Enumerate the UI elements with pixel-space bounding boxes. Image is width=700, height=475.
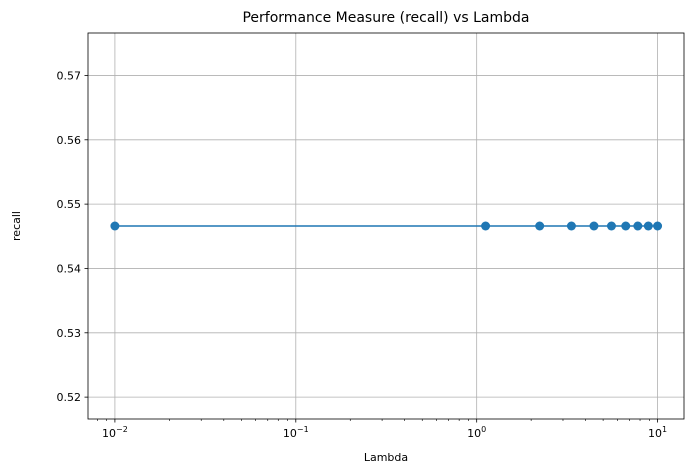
- chart-title: Performance Measure (recall) vs Lambda: [242, 10, 529, 26]
- y-tick-label: 0.57: [57, 69, 82, 82]
- y-tick-label: 0.55: [57, 198, 82, 211]
- y-tick-label: 0.56: [57, 134, 82, 147]
- grid: [88, 33, 684, 419]
- plot-frame: [87, 32, 685, 420]
- y-tick-label: 0.53: [57, 327, 82, 340]
- data-point: [566, 221, 576, 231]
- data-point: [643, 221, 653, 231]
- data-point: [633, 221, 643, 231]
- data-point: [606, 221, 616, 231]
- x-tick-label: 10−2: [102, 425, 128, 440]
- x-axis-label: Lambda: [364, 451, 408, 464]
- data-point: [535, 221, 545, 231]
- series-layer: [110, 221, 663, 231]
- data-point: [589, 221, 599, 231]
- y-tick-label: 0.54: [57, 262, 82, 275]
- x-tick-label: 101: [648, 425, 667, 440]
- data-point: [621, 221, 631, 231]
- data-point: [653, 221, 663, 231]
- y-tick-label: 0.52: [57, 391, 82, 404]
- data-point: [110, 221, 120, 231]
- x-tick-label: 10−1: [283, 425, 309, 440]
- data-point: [481, 221, 491, 231]
- y-axis-label: recall: [10, 211, 23, 241]
- x-axis-ticks: 10−2 10−1 100 101: [97, 419, 667, 440]
- x-tick-label: 100: [467, 425, 486, 440]
- y-axis-ticks: 0.52 0.53 0.54 0.55 0.56 0.57: [57, 69, 88, 404]
